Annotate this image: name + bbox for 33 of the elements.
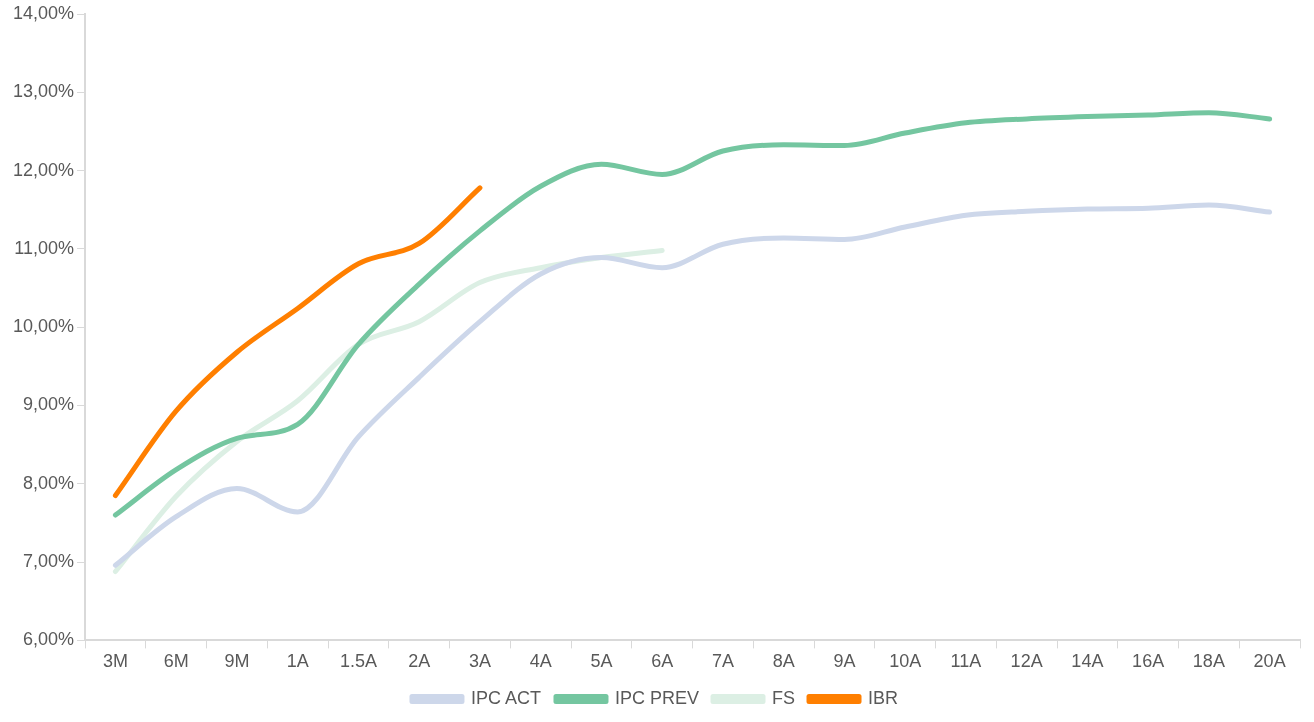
x-tick-label: 16A bbox=[1132, 651, 1165, 672]
x-tick-label: 9A bbox=[833, 651, 856, 672]
y-tick-label: 8,00% bbox=[23, 472, 75, 493]
x-tick-label: 12A bbox=[1010, 651, 1043, 672]
y-tick-label: 13,00% bbox=[12, 81, 75, 102]
x-tick-label: 20A bbox=[1253, 651, 1286, 672]
x-tick-label: 10A bbox=[889, 651, 922, 672]
legend-label: IPC ACT bbox=[470, 687, 541, 708]
x-tick-label: 5A bbox=[590, 651, 613, 672]
y-tick-label: 12,00% bbox=[12, 159, 75, 180]
y-tick-label: 6,00% bbox=[23, 629, 75, 650]
legend-label: IPC PREV bbox=[614, 687, 700, 708]
legend-label: FS bbox=[772, 687, 796, 708]
y-tick-label: 11,00% bbox=[14, 237, 75, 258]
x-tick-label: 18A bbox=[1192, 651, 1225, 672]
x-tick-label: 9M bbox=[224, 651, 250, 672]
x-tick-label: 1A bbox=[286, 651, 309, 672]
x-tick-label: 3A bbox=[468, 651, 491, 672]
x-tick-label: 4A bbox=[529, 651, 552, 672]
y-tick-label: 9,00% bbox=[23, 394, 75, 415]
x-tick-label: 1.5A bbox=[339, 651, 377, 672]
x-tick-label: 7A bbox=[711, 651, 734, 672]
x-tick-label: 6M bbox=[163, 651, 189, 672]
y-tick-label: 14,00% bbox=[12, 2, 75, 23]
y-tick-label: 7,00% bbox=[23, 551, 75, 572]
x-tick-label: 6A bbox=[651, 651, 674, 672]
legend-label: IBR bbox=[868, 687, 899, 708]
y-tick-label: 10,00% bbox=[12, 316, 75, 337]
x-tick-label: 3M bbox=[102, 651, 128, 672]
x-tick-label: 2A bbox=[408, 651, 431, 672]
x-tick-label: 14A bbox=[1071, 651, 1104, 672]
x-tick-label: 11A bbox=[950, 651, 982, 672]
x-tick-label: 8A bbox=[772, 651, 795, 672]
